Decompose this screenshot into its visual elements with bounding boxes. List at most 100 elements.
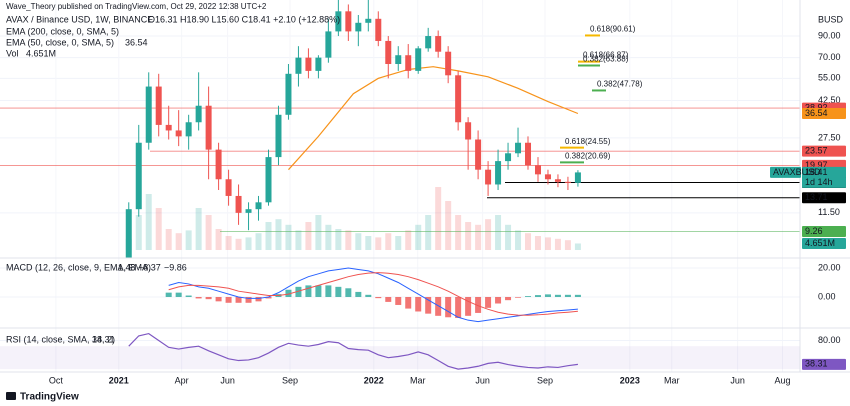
candle-body [375,18,382,41]
candle-body [325,31,332,58]
y-tick-label: 55.00 [818,73,841,83]
candle-body [445,51,452,76]
macd-histogram [455,296,462,318]
candle-body [465,122,472,140]
price-tag-bg [802,108,846,120]
volume-bar [475,224,482,250]
volume-bar [275,219,282,250]
macd-histogram [395,296,402,305]
volume-bar [525,233,532,250]
volume-bar [435,187,442,250]
volume-bar [564,240,571,250]
rsi-line [128,332,578,370]
y-tick-label: 70.00 [818,52,841,62]
x-tick-label: Sep [537,375,553,385]
price-tag: 18.41 [805,167,828,177]
macd-histogram [165,292,172,297]
macd-histogram [385,296,392,302]
volume-bar [355,233,362,250]
macd-value: 1.48 [118,262,136,272]
price-pane: 0.618(90.61) 0.618(66.87)0.382(63.88) 0.38… [0,0,800,258]
candle-body [165,124,172,131]
y-tick-label: 20.00 [818,262,841,272]
indicator: Vol [6,48,19,58]
macd-histogram [574,294,581,297]
candle-body [315,57,322,71]
x-tick-label: Apr [175,375,189,385]
candle-body [425,36,432,49]
macd-histogram [495,296,502,304]
macd-histogram [245,296,252,303]
volume-bar [365,236,372,250]
volume-bar [295,230,302,250]
macd-histogram [175,292,182,297]
candle-body [505,153,512,162]
countdown: 1d 14h [805,177,833,187]
price-tag-bg [802,225,846,237]
price-tag: 13.71 [805,192,828,202]
candle-body [335,11,342,32]
rsi-band [0,346,800,370]
volume-tag: 4.651M [805,238,835,248]
symbol-tag-bg [770,166,801,178]
volume-bar [235,238,242,250]
countdown-bg [802,176,846,188]
candle-body [265,157,272,203]
candle-body [574,172,581,183]
rsi-value: 38.31 [92,334,115,344]
macd-pane [165,267,581,323]
x-tick-label: Mar [410,375,426,385]
volume-bar [315,215,322,250]
candle-body [345,11,352,32]
grid [0,35,800,341]
candle-body [455,75,462,123]
x-tick-label: 2022 [364,375,384,385]
candle-body [285,73,292,115]
symbol-tag: AVAXBUSD [773,167,821,177]
volume-bar [455,215,462,250]
logo: TradingView [6,392,79,403]
volume-bar [245,237,252,250]
volume-tag-bg [802,237,846,249]
volume-bar [265,222,272,250]
volume-bar [335,229,342,250]
candle-body [135,142,142,210]
candle-body [435,36,442,52]
logo-mark [6,392,16,400]
volume-bar [135,215,142,250]
y-tick-label: 0.00 [818,291,836,301]
volume-bar [515,230,522,250]
overlay: 90.00 70.00 55.00 42.50 27.50 11.50 Oct 2021 Apr… [49,30,846,385]
fib-label: 0.618(90.61) [590,25,636,34]
indicator-value: 36.54 [125,37,148,47]
candle-body [355,22,362,32]
candle-body [125,209,132,258]
candle-body [195,105,202,123]
volume-bar [534,236,541,250]
price-tag: 38.92 [805,102,828,112]
volume-bar [185,230,192,250]
volume-bar [465,222,472,250]
price-tag: 19.97 [805,160,828,170]
macd-line [168,267,578,323]
volume-bar [325,224,332,250]
macd-histogram [485,296,492,308]
volume-bar [375,237,382,250]
fib-label: 0.618(66.87) [583,51,629,60]
macd-histogram [345,288,352,297]
indicator-value: 4.651M [26,48,56,58]
publisher: Wave_Theory published on TradingView.com… [6,2,267,11]
macd-histogram [554,294,561,297]
volume-bar [445,201,452,250]
macd-histogram [225,296,232,303]
candle-body [554,179,561,182]
candle-body [365,18,372,23]
macd-histogram [544,294,551,297]
macd-histogram [195,296,202,299]
macd-title: MACD (12, 26, close, 9, EMA, EMA) [6,262,151,272]
volume-bar [554,238,561,250]
volume-bar [485,219,492,250]
rsi-title: RSI (14, close, SMA, 14, 2) [6,334,115,344]
macd-histogram [315,285,322,297]
